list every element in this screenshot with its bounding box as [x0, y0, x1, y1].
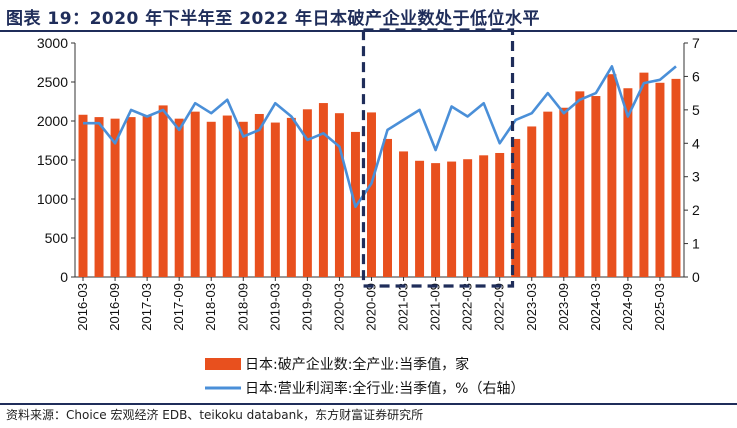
x-tick-label: 2024-09	[620, 283, 635, 331]
bar	[174, 118, 184, 277]
y-left-tick-label: 500	[45, 230, 69, 246]
x-tick-label: 2020-03	[331, 283, 346, 331]
y-left-tick-label: 0	[60, 269, 68, 285]
y-left-tick-label: 3000	[37, 35, 68, 51]
bar	[126, 117, 136, 277]
y-right-tick-label: 5	[692, 102, 700, 118]
bar	[591, 96, 601, 277]
bar	[671, 78, 681, 277]
bar	[495, 152, 505, 277]
x-tick-label: 2018-09	[235, 283, 250, 331]
bar	[334, 113, 344, 277]
bar	[431, 163, 441, 277]
legend-swatch-bars	[205, 358, 241, 370]
y-right-tick-label: 0	[692, 269, 700, 285]
bar	[158, 105, 168, 278]
x-tick-label: 2023-03	[524, 283, 539, 331]
legend-label-line: 日本:营业利润率:全行业:当季值，%（右轴）	[245, 380, 524, 397]
y-right-tick-label: 6	[692, 68, 700, 84]
y-left-tick-label: 2000	[37, 113, 68, 129]
x-tick-label: 2016-09	[107, 283, 122, 331]
bar	[623, 88, 633, 278]
bar	[639, 72, 649, 277]
x-tick-label: 2022-03	[460, 283, 475, 331]
bar	[415, 160, 425, 277]
bar	[511, 138, 521, 277]
x-tick-label: 2022-09	[492, 283, 507, 331]
y-right-tick-label: 2	[692, 202, 700, 218]
bar	[479, 155, 489, 277]
bar	[238, 121, 248, 277]
x-tick-label: 2021-09	[428, 283, 443, 331]
bar	[222, 115, 232, 277]
source-rule	[0, 403, 737, 405]
bar	[447, 161, 457, 277]
x-tick-label: 2023-09	[556, 283, 571, 331]
bar	[463, 159, 473, 277]
y-right-tick-label: 7	[692, 35, 700, 51]
x-tick-label: 2019-09	[299, 283, 314, 331]
x-tick-label: 2024-03	[588, 283, 603, 331]
bar	[94, 117, 104, 277]
bar	[78, 114, 88, 277]
bar	[110, 118, 120, 277]
x-tick-label: 2021-03	[396, 283, 411, 331]
x-tick-label: 2017-09	[171, 283, 186, 331]
y-left-tick-label: 1000	[37, 191, 68, 207]
bar	[206, 121, 216, 277]
bar	[607, 74, 617, 277]
bar	[399, 151, 409, 277]
bar	[286, 117, 296, 277]
bar	[543, 111, 553, 277]
bar	[383, 138, 393, 277]
bar	[527, 126, 537, 278]
x-tick-label: 2020-09	[363, 283, 378, 331]
source-note: 资料来源：Choice 宏观经济 EDB、teikoku databank，东方…	[6, 408, 424, 422]
bar	[270, 122, 280, 277]
bar	[302, 109, 312, 277]
y-right-tick-label: 1	[692, 236, 700, 252]
chart-title: 图表 19：2020 年下半年至 2022 年日本破产企业数处于低位水平	[6, 9, 540, 29]
y-right-tick-label: 3	[692, 169, 700, 185]
x-tick-label: 2025-03	[652, 283, 667, 331]
bar	[142, 115, 152, 277]
y-left-tick-label: 1500	[37, 152, 68, 168]
bar	[575, 91, 585, 277]
bar	[655, 82, 665, 277]
y-right-tick-label: 4	[692, 135, 700, 151]
x-tick-label: 2017-03	[139, 283, 154, 331]
profit-margin-line	[83, 65, 677, 209]
bar	[318, 103, 328, 277]
x-tick-label: 2018-03	[203, 283, 218, 331]
x-tick-label: 2019-03	[267, 283, 282, 331]
highlight-dashed-box	[361, 28, 515, 288]
x-tick-label: 2016-03	[75, 283, 90, 331]
bar	[254, 113, 264, 277]
bar	[190, 111, 200, 277]
y-left-tick-label: 2500	[37, 74, 68, 90]
legend-label-bars: 日本:破产企业数:全产业:当季值，家	[245, 356, 469, 373]
bar	[559, 107, 569, 278]
bar	[366, 112, 376, 277]
